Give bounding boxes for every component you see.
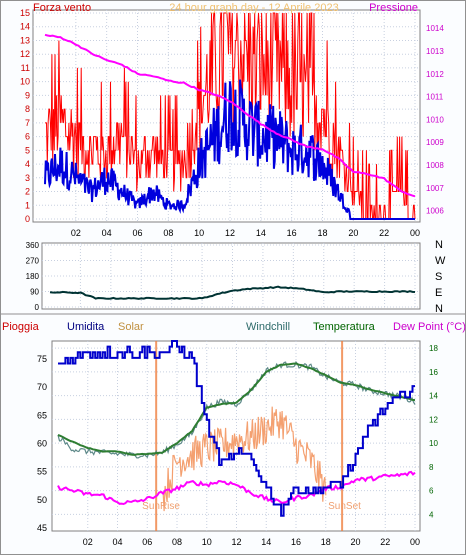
x-tick-label: 08 bbox=[163, 228, 173, 238]
x-tick-label: 16 bbox=[291, 537, 301, 547]
humidity-series bbox=[58, 340, 415, 517]
y2-tick-label: 12 bbox=[429, 415, 438, 424]
y-tick-label: 180 bbox=[26, 272, 40, 281]
x-tick-label: 04 bbox=[102, 228, 112, 238]
y-tick-label: 4 bbox=[25, 159, 30, 169]
y-tick-label: 3 bbox=[25, 173, 30, 183]
y-tick-label: 14 bbox=[20, 22, 30, 32]
compass-label: N bbox=[435, 239, 443, 251]
x-tick-label: 00 bbox=[410, 228, 420, 238]
y-tick-label: 5 bbox=[25, 145, 30, 155]
y-tick-label: 1 bbox=[25, 200, 30, 210]
x-tick-label: 08 bbox=[172, 537, 182, 547]
x-tick-label: 18 bbox=[321, 537, 331, 547]
y-tick-label: 70 bbox=[37, 382, 47, 392]
legend-label: Dew Point (°C) bbox=[393, 321, 466, 333]
compass-label: N bbox=[435, 303, 443, 315]
y2-tick-label: 14 bbox=[429, 392, 438, 401]
y-tick-label: 10 bbox=[20, 77, 30, 87]
y-tick-label: 65 bbox=[37, 410, 47, 420]
y-tick-label: 0 bbox=[35, 303, 40, 312]
x-tick-label: 22 bbox=[379, 228, 389, 238]
pressure-axis-label: Pressione bbox=[369, 2, 418, 14]
y-tick-label: 2 bbox=[25, 187, 30, 197]
y-tick-label: 75 bbox=[37, 354, 47, 364]
dew-point-series bbox=[57, 470, 416, 506]
compass-label: E bbox=[435, 287, 442, 299]
x-tick-label: 12 bbox=[231, 537, 241, 547]
x-tick-label: 20 bbox=[348, 228, 358, 238]
legend-label: Umidita bbox=[67, 321, 105, 333]
wind-axis-label: Forza vento bbox=[33, 2, 91, 14]
y-tick-label: 50 bbox=[37, 495, 47, 505]
y-tick-label: 360 bbox=[26, 241, 40, 250]
legend-label: Temperatura bbox=[313, 321, 376, 333]
x-tick-label: 06 bbox=[142, 537, 152, 547]
y2-tick-label: 1012 bbox=[426, 70, 444, 79]
y2-tick-label: 6 bbox=[429, 487, 434, 496]
x-tick-label: 14 bbox=[256, 228, 266, 238]
y2-tick-label: 1007 bbox=[426, 184, 444, 193]
legend-label: Solar bbox=[118, 321, 144, 333]
y-tick-label: 270 bbox=[26, 257, 40, 266]
wind-gust-series bbox=[45, 12, 416, 220]
x-tick-label: 02 bbox=[83, 537, 93, 547]
legend: Pioggia Umidita Solar Windchill Temperatura D… bbox=[2, 321, 466, 333]
y2-tick-label: 1009 bbox=[426, 138, 444, 147]
y-tick-label: 0 bbox=[25, 214, 30, 224]
x-tick-label: 20 bbox=[350, 537, 360, 547]
x-tick-label: 10 bbox=[194, 228, 204, 238]
x-tick-label: 04 bbox=[112, 537, 122, 547]
legend-label: Pioggia bbox=[2, 321, 40, 333]
y2-tick-label: 1008 bbox=[426, 161, 444, 170]
y-tick-label: 60 bbox=[37, 438, 47, 448]
sunrise-label: SunRise bbox=[142, 501, 180, 512]
sunset-label: SunSet bbox=[328, 501, 361, 512]
compass-label: S bbox=[435, 271, 442, 283]
x-tick-label: 14 bbox=[261, 537, 271, 547]
x-tick-label: 00 bbox=[410, 537, 420, 547]
humidity-temperature-series bbox=[57, 340, 416, 517]
y2-tick-label: 1010 bbox=[426, 115, 444, 124]
y-tick-label: 90 bbox=[30, 288, 39, 297]
x-tick-label: 02 bbox=[71, 228, 81, 238]
y2-tick-label: 1006 bbox=[426, 207, 444, 216]
y-tick-label: 9 bbox=[25, 90, 30, 100]
x-tick-label: 16 bbox=[287, 228, 297, 238]
y-tick-label: 11 bbox=[21, 63, 30, 73]
y-tick-label: 8 bbox=[25, 104, 30, 114]
y-tick-label: 45 bbox=[37, 523, 47, 533]
y-tick-label: 6 bbox=[25, 132, 30, 142]
y-tick-label: 12 bbox=[20, 49, 30, 59]
humidity-temperature-grid bbox=[52, 341, 420, 531]
legend-label: Windchill bbox=[246, 321, 290, 333]
x-tick-label: 10 bbox=[202, 537, 212, 547]
y-tick-label: 7 bbox=[25, 118, 30, 128]
x-tick-label: 06 bbox=[132, 228, 142, 238]
solar-series bbox=[162, 406, 327, 512]
y-tick-label: 15 bbox=[20, 8, 30, 18]
y2-tick-label: 1011 bbox=[426, 93, 444, 102]
x-tick-label: 18 bbox=[317, 228, 327, 238]
wind-pressure-series bbox=[44, 12, 416, 220]
compass-label: W bbox=[435, 255, 446, 267]
wind-speed-series bbox=[44, 79, 415, 220]
y2-tick-label: 4 bbox=[429, 510, 434, 519]
y2-tick-label: 10 bbox=[429, 439, 438, 448]
y2-tick-label: 1014 bbox=[426, 24, 444, 33]
pressure-series bbox=[44, 33, 416, 198]
x-tick-label: 12 bbox=[225, 228, 235, 238]
y-tick-label: 13 bbox=[20, 35, 30, 45]
chart-title: 24 hour graph day - 12 Aprile 2023 bbox=[169, 2, 338, 14]
y2-tick-label: 18 bbox=[429, 344, 438, 353]
wind-direction-series bbox=[49, 285, 416, 300]
temperature-series bbox=[57, 362, 416, 456]
y2-tick-label: 8 bbox=[429, 463, 434, 472]
x-tick-label: 22 bbox=[380, 537, 390, 547]
wind-direction-series bbox=[49, 285, 416, 300]
y2-tick-label: 16 bbox=[429, 368, 438, 377]
y-tick-label: 55 bbox=[37, 467, 47, 477]
y2-tick-label: 1013 bbox=[426, 47, 444, 56]
